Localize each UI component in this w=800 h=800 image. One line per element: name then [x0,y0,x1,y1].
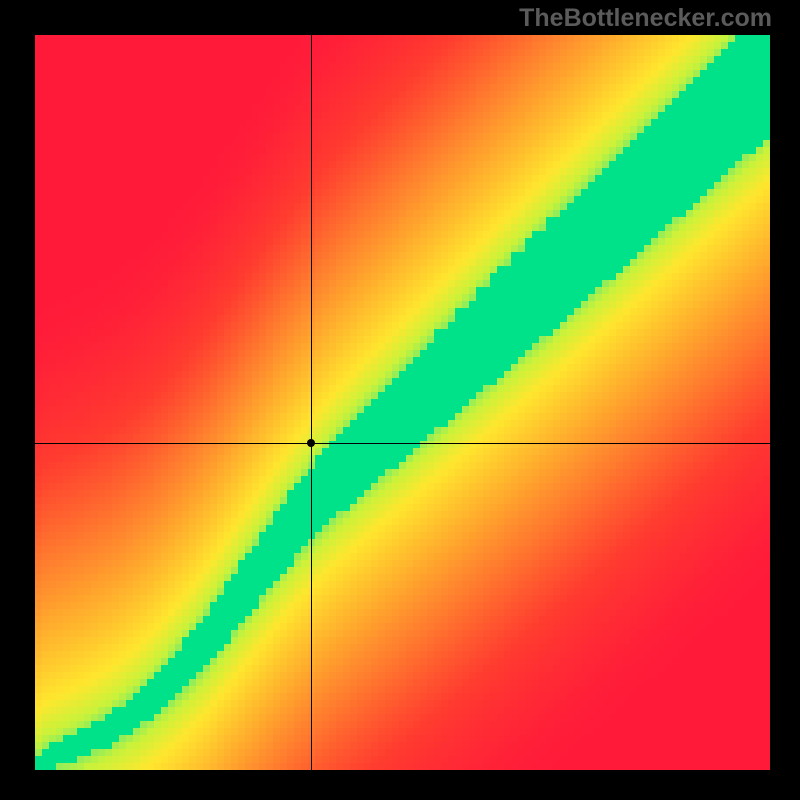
crosshair-dot [307,439,315,447]
crosshair-vertical [311,35,312,770]
bottleneck-heatmap [35,35,770,770]
chart-container: TheBottlenecker.com [0,0,800,800]
watermark-text: TheBottlenecker.com [519,4,772,33]
crosshair-horizontal [35,443,770,444]
